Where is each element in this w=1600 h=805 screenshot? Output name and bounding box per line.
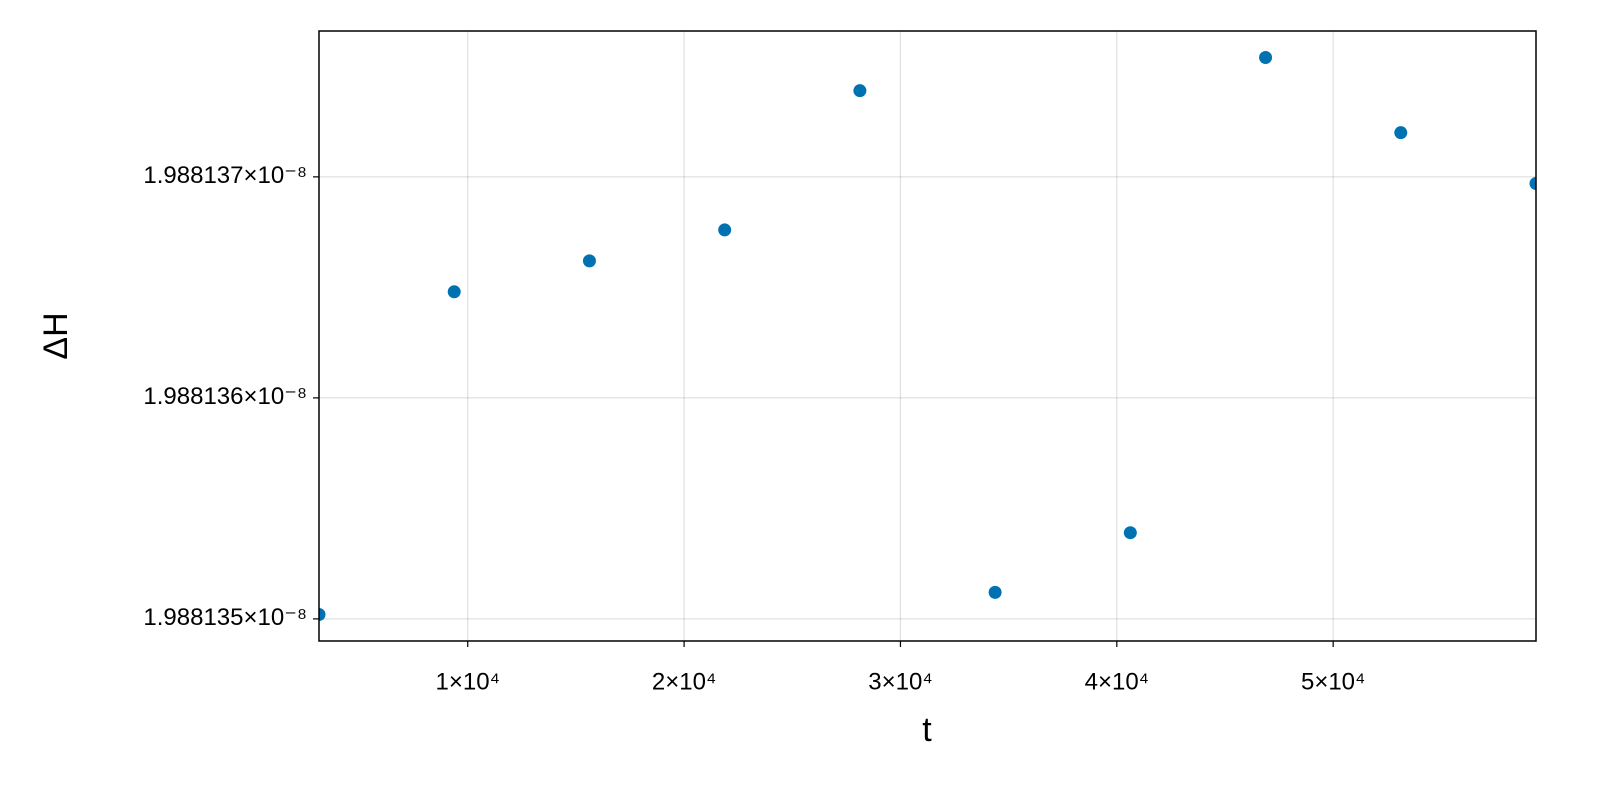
scatter-point	[1259, 51, 1273, 65]
scatter-point	[853, 84, 867, 98]
x-axis-label: t	[922, 711, 932, 749]
plot-frame	[318, 30, 1537, 642]
y-tick-label: 1.988135×10⁻⁸	[143, 604, 307, 631]
scatter-point	[1123, 526, 1137, 540]
scatter-point	[319, 607, 326, 621]
scatter-point	[1394, 126, 1408, 140]
x-tick-label: 3×10⁴	[868, 668, 932, 695]
y-tick-label: 1.988137×10⁻⁸	[143, 162, 307, 189]
x-tick-label: 4×10⁴	[1085, 668, 1149, 695]
scatter-point	[447, 285, 461, 299]
scatter-point	[718, 223, 732, 237]
x-tick-label: 5×10⁴	[1301, 668, 1365, 695]
scatter-point	[988, 585, 1002, 599]
y-axis-label: ΔH	[37, 312, 75, 359]
scatter-point	[1529, 177, 1536, 190]
scatter-point	[582, 254, 596, 268]
x-tick-label: 1×10⁴	[436, 668, 500, 695]
x-tick-label: 2×10⁴	[652, 668, 716, 695]
y-tick-label: 1.988136×10⁻⁸	[143, 383, 307, 410]
